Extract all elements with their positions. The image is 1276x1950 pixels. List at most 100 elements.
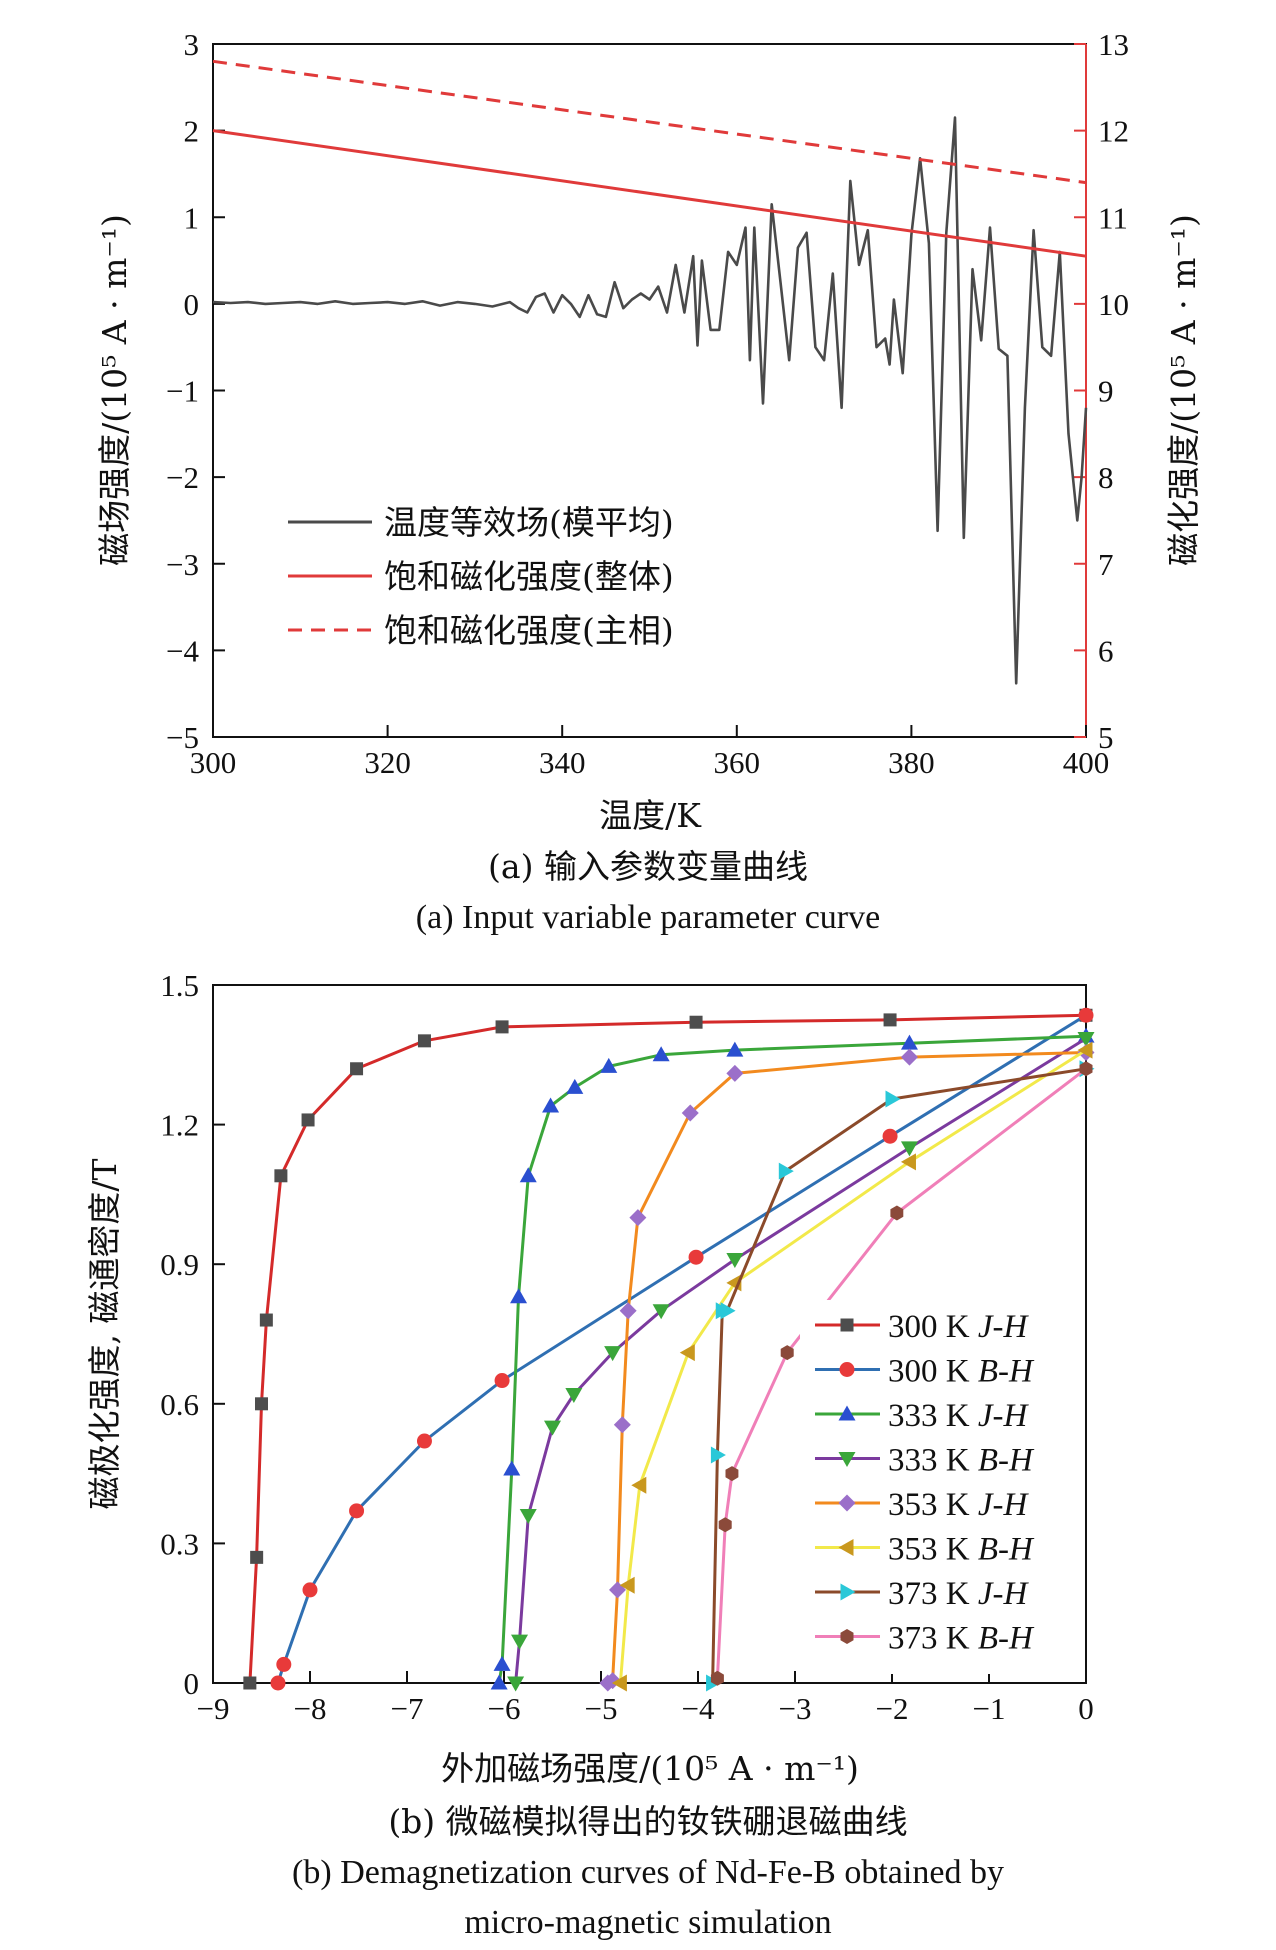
panel-a-series-line-3 — [212, 59, 1087, 185]
panel-a-x-tick-label: 340 — [539, 745, 586, 780]
panel-a-x-ticks: 300 320 340 360 380 400 — [190, 725, 1109, 780]
panel-b-point-353-k-b-h — [1077, 1041, 1093, 1059]
panel-b-point-353-k-j-h — [629, 1209, 647, 1227]
panel-a-y-left-tick-label: 0 — [184, 287, 200, 322]
panel-b-y-tick-label: 0.6 — [160, 1387, 199, 1422]
panel-a-x-tick-label: 320 — [364, 745, 411, 780]
panel-b-point-353-k-b-h — [631, 1476, 647, 1494]
panel-b-point-333-k-j-h — [900, 1034, 918, 1050]
panel-b-legend-swatch-marker — [838, 1452, 856, 1467]
panel-b-point-353-k-j-h — [681, 1104, 699, 1122]
panel-a-series — [212, 59, 1088, 685]
panel-b-point-353-k-j-h — [726, 1064, 744, 1082]
panel-b-caption-en-line2: micro-magnetic simulation — [464, 1904, 831, 1941]
panel-b-point-300-k-b-h — [270, 1675, 286, 1691]
panel-b-point-300-k-b-h — [688, 1249, 704, 1265]
panel-b-legend-swatch-marker — [838, 1405, 856, 1421]
panel-b-legend-label: 333 K J-H — [888, 1398, 1029, 1434]
panel-b-point-373-k-b-h — [718, 1517, 732, 1533]
panel-b-point-353-k-b-h — [619, 1576, 635, 1594]
panel-a-y-right-ticks: 13 12 11 10 9 8 7 6 5 — [1074, 27, 1129, 755]
panel-b-point-333-k-b-h — [726, 1253, 744, 1269]
panel-b-point-353-k-b-h — [679, 1344, 695, 1362]
panel-b-legend-swatch-marker — [840, 1318, 854, 1332]
panel-b-point-333-k-j-h — [600, 1057, 618, 1073]
panel-b-x-tick-label: −4 — [682, 1691, 715, 1726]
panel-a-y-right-tick-label: 11 — [1098, 200, 1128, 235]
panel-b-point-333-k-j-h — [490, 1674, 508, 1690]
panel-b-chart: −9 −8 −7 −6 −5 −4 −3 −2 −1 0 1.5 1.2 0.9 0.6 0.3 0 300… — [85, 968, 1095, 1941]
panel-b-x-tick-label: −9 — [197, 1691, 230, 1726]
panel-b-point-333-k-b-h — [900, 1141, 918, 1157]
panel-b-legend-label: 373 K B-H — [888, 1621, 1035, 1657]
panel-b-point-300-k-b-h — [416, 1433, 432, 1449]
panel-a-y-right-tick-label: 8 — [1098, 460, 1114, 495]
panel-a-y-left-tick-label: −1 — [166, 374, 199, 409]
panel-b-point-300-k-b-h — [1078, 1007, 1094, 1023]
panel-a-y-right-tick-label: 12 — [1098, 114, 1129, 149]
panel-b-point-333-k-j-h — [493, 1655, 511, 1671]
panel-b-x-axis-title: 外加磁场强度/(10⁵ A · m⁻¹) — [441, 1749, 859, 1788]
panel-b-point-333-k-b-h — [652, 1304, 670, 1320]
panel-b-x-tick-label: −3 — [779, 1691, 812, 1726]
panel-b-point-300-k-b-h — [494, 1373, 510, 1389]
legend-label-noise: 温度等效场(模平均) — [384, 503, 674, 542]
panel-b-x-tick-label: −8 — [294, 1691, 327, 1726]
panel-b-x-tick-label: 0 — [1078, 1691, 1094, 1726]
panel-a-legend: 温度等效场(模平均) 饱和磁化强度(整体) 饱和磁化强度(主相) — [288, 503, 674, 650]
panel-b-point-333-k-j-h — [542, 1097, 560, 1113]
panel-b-x-tick-label: −2 — [876, 1691, 909, 1726]
legend-label-sat-main: 饱和磁化强度(主相) — [384, 611, 674, 650]
panel-b-point-373-k-j-h — [720, 1302, 736, 1320]
panel-a-y-left-tick-label: −3 — [166, 547, 199, 582]
panel-b-series-333-k-b-h — [507, 1032, 1095, 1692]
panel-b-point-300-k-j-h — [689, 1015, 703, 1029]
panel-b-point-300-k-j-h — [243, 1676, 257, 1690]
panel-b-y-tick-label: 0.3 — [160, 1526, 199, 1561]
panel-a-x-tick-label: 380 — [888, 745, 935, 780]
panel-b-point-373-k-b-h — [725, 1466, 739, 1482]
panel-b-point-333-k-b-h — [507, 1676, 525, 1692]
panel-b-point-373-k-b-h — [1079, 1061, 1093, 1077]
panel-b-point-300-k-b-h — [349, 1503, 365, 1519]
panel-b-point-333-k-b-h — [544, 1420, 561, 1436]
panel-b-legend-label: 300 K B-H — [888, 1354, 1035, 1390]
panel-b-point-353-k-b-h — [611, 1674, 627, 1692]
panel-b-point-333-k-b-h — [1077, 1032, 1095, 1048]
panel-b-point-300-k-b-h — [882, 1128, 898, 1144]
panel-b-y-tick-label: 0 — [184, 1666, 200, 1701]
panel-b-line-300-k-j-h — [248, 1013, 1087, 1684]
legend-label-sat-total: 饱和磁化强度(整体) — [384, 557, 674, 596]
panel-a-x-tick-label: 360 — [714, 745, 761, 780]
panel-a-y-right-tick-label: 5 — [1098, 720, 1114, 755]
panel-b-x-tick-label: −6 — [488, 1691, 521, 1726]
panel-b-point-300-k-j-h — [495, 1020, 509, 1034]
panel-b-point-333-k-b-h — [511, 1634, 529, 1650]
panel-b-legend-swatch-marker — [838, 1539, 854, 1556]
panel-b-point-333-k-j-h — [726, 1041, 744, 1057]
panel-b-point-333-k-j-h — [652, 1046, 670, 1062]
panel-b-series-300-k-b-h — [270, 1007, 1094, 1691]
panel-b-legend-label: 300 K J-H — [888, 1309, 1029, 1345]
panel-b-x-tick-label: −1 — [973, 1691, 1006, 1726]
panel-b-caption-zh: (b) 微磁模拟得出的钕铁硼退磁曲线 — [388, 1802, 907, 1841]
panel-a-y-left-tick-label: 1 — [184, 200, 200, 235]
panel-a-caption-zh: (a) 输入参数变量曲线 — [488, 847, 808, 886]
panel-b-y-tick-label: 1.2 — [160, 1108, 199, 1143]
panel-b-x-tick-label: −7 — [391, 1691, 424, 1726]
panel-b-line-333-k-b-h — [514, 1037, 1087, 1684]
panel-b-series — [243, 1007, 1095, 1692]
panel-b-point-300-k-j-h — [301, 1113, 315, 1127]
panel-b-point-353-k-j-h — [613, 1416, 631, 1434]
panel-b-point-300-k-b-h — [276, 1656, 292, 1672]
panel-b-y-ticks: 1.5 1.2 0.9 0.6 0.3 0 — [160, 968, 225, 1701]
panel-a-y-right-tick-label: 10 — [1098, 287, 1129, 322]
panel-b-point-333-k-j-h — [519, 1167, 537, 1183]
panel-a-y-left-tick-label: −4 — [166, 633, 199, 668]
panel-a-x-axis-title: 温度/K — [599, 796, 702, 835]
panel-b-point-333-k-j-h — [566, 1078, 584, 1094]
panel-b-point-373-k-b-h — [890, 1205, 904, 1221]
panel-b-point-373-k-j-h — [710, 1446, 726, 1464]
